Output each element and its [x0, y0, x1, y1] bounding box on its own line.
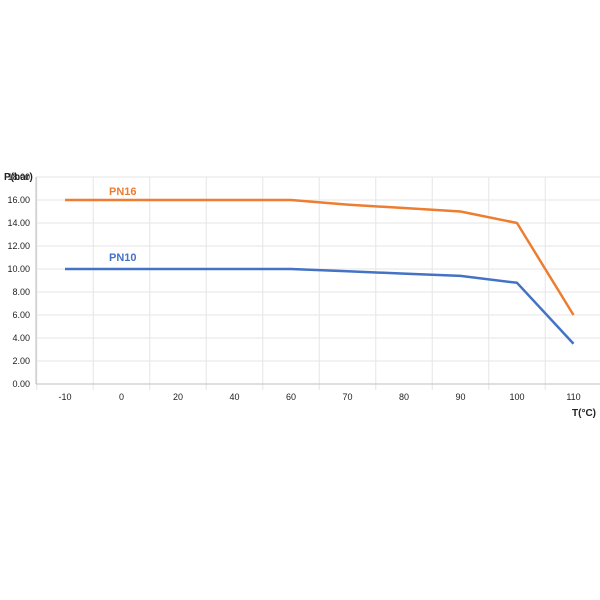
- y-tick-label: 2.00: [12, 356, 30, 366]
- x-tick-label: -10: [58, 392, 71, 402]
- y-tick-label: 0.00: [12, 379, 30, 389]
- x-tick-label: 20: [173, 392, 183, 402]
- x-tick-label: 60: [286, 392, 296, 402]
- y-axis-tick-labels: 0.00 2.00 4.00 6.00 8.00 10.00 12.00 14.00 16.00…: [7, 172, 30, 389]
- y-tick-label: 14.00: [7, 218, 30, 228]
- x-tick-label: 110: [566, 392, 580, 402]
- y-tick-label: 10.00: [7, 264, 30, 274]
- x-axis-tick-labels: -10 0 20 40 60 70 80 90 100 110: [58, 392, 580, 402]
- series-label-pn16: PN16: [109, 186, 137, 198]
- series-line-pn16: [65, 198, 575, 316]
- y-tick-label: 4.00: [12, 333, 30, 343]
- x-tick-label: 70: [342, 392, 352, 402]
- chart-axes: [35, 177, 600, 385]
- x-axis-title: T(°C): [572, 408, 596, 419]
- y-axis-title: P(bar): [4, 172, 33, 183]
- series-label-pn10: PN10: [109, 252, 137, 264]
- y-tick-label: 6.00: [12, 310, 30, 320]
- y-tick-label: 12.00: [7, 241, 30, 251]
- y-tick-label: 16.00: [7, 195, 30, 205]
- y-tick-label: 18.00: [7, 172, 30, 182]
- x-tick-label: 90: [455, 392, 465, 402]
- x-tick-label: 0: [119, 392, 124, 402]
- chart-series: PN16 PN10: [64, 186, 575, 345]
- x-tick-label: 100: [509, 392, 524, 402]
- series-line-pn10: [65, 267, 575, 345]
- x-tick-label: 40: [229, 392, 239, 402]
- y-tick-label: 8.00: [12, 287, 30, 297]
- x-tick-label: 80: [399, 392, 409, 402]
